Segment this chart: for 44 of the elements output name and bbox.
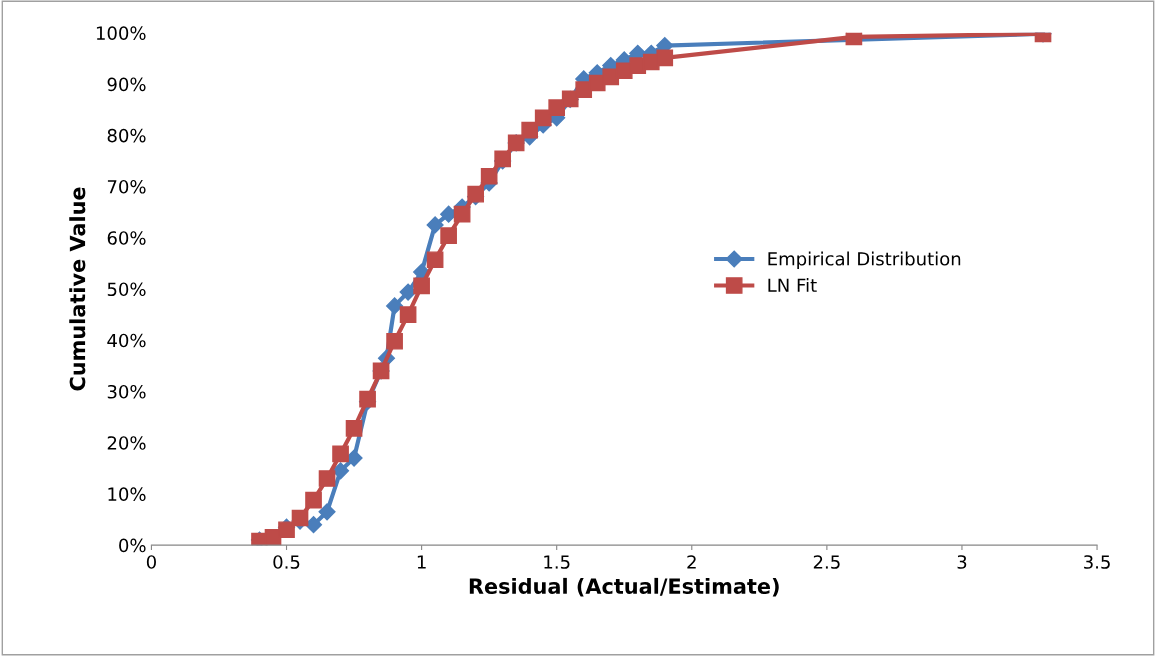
point	[426, 216, 444, 234]
point	[440, 227, 457, 245]
point	[656, 49, 674, 67]
point	[548, 99, 566, 116]
point	[575, 81, 593, 99]
point	[305, 491, 322, 509]
x-tick-label: 2.5	[813, 555, 840, 569]
y-tick-label: 70%	[107, 179, 146, 194]
y-tick-label: 100%	[96, 26, 146, 40]
x-tick-label: 0.5	[273, 555, 300, 569]
point	[332, 462, 350, 480]
legend-label: Empirical Distribution	[768, 251, 961, 270]
x-tick-label: 3	[957, 555, 967, 569]
point	[318, 503, 336, 521]
point	[318, 470, 336, 487]
point	[399, 306, 417, 323]
point	[386, 297, 404, 315]
x-tick-label: 0	[146, 555, 156, 569]
y-tick-label: 50%	[107, 282, 146, 297]
x-tick-label: 1.5	[544, 555, 570, 569]
y-tick-label: 40%	[107, 333, 146, 348]
point	[332, 445, 349, 463]
point	[426, 251, 444, 269]
y-tick-label: 0%	[119, 538, 146, 553]
point	[413, 277, 430, 295]
x-axis-title: Residual (Actual/Estimate)	[469, 577, 779, 597]
y-tick-label: 60%	[107, 231, 146, 245]
point	[534, 109, 552, 127]
y-tick-label: 10%	[108, 487, 146, 502]
y-tick-label: 80%	[107, 128, 146, 143]
point	[521, 121, 539, 139]
point	[345, 419, 363, 437]
y-tick-label: 30%	[107, 384, 146, 399]
y-tick-label: 90%	[107, 77, 146, 92]
legend-label: LN Fit	[768, 278, 817, 292]
y-axis-title: Cumulative Value	[69, 187, 86, 391]
x-tick-label: 2	[687, 555, 696, 569]
point	[386, 332, 403, 350]
point	[453, 205, 471, 223]
x-tick-label: 1	[417, 555, 426, 569]
x-tick-label: 3.5	[1084, 555, 1110, 569]
point	[304, 516, 323, 534]
y-tick-label: 20%	[107, 436, 146, 450]
point	[480, 167, 498, 185]
